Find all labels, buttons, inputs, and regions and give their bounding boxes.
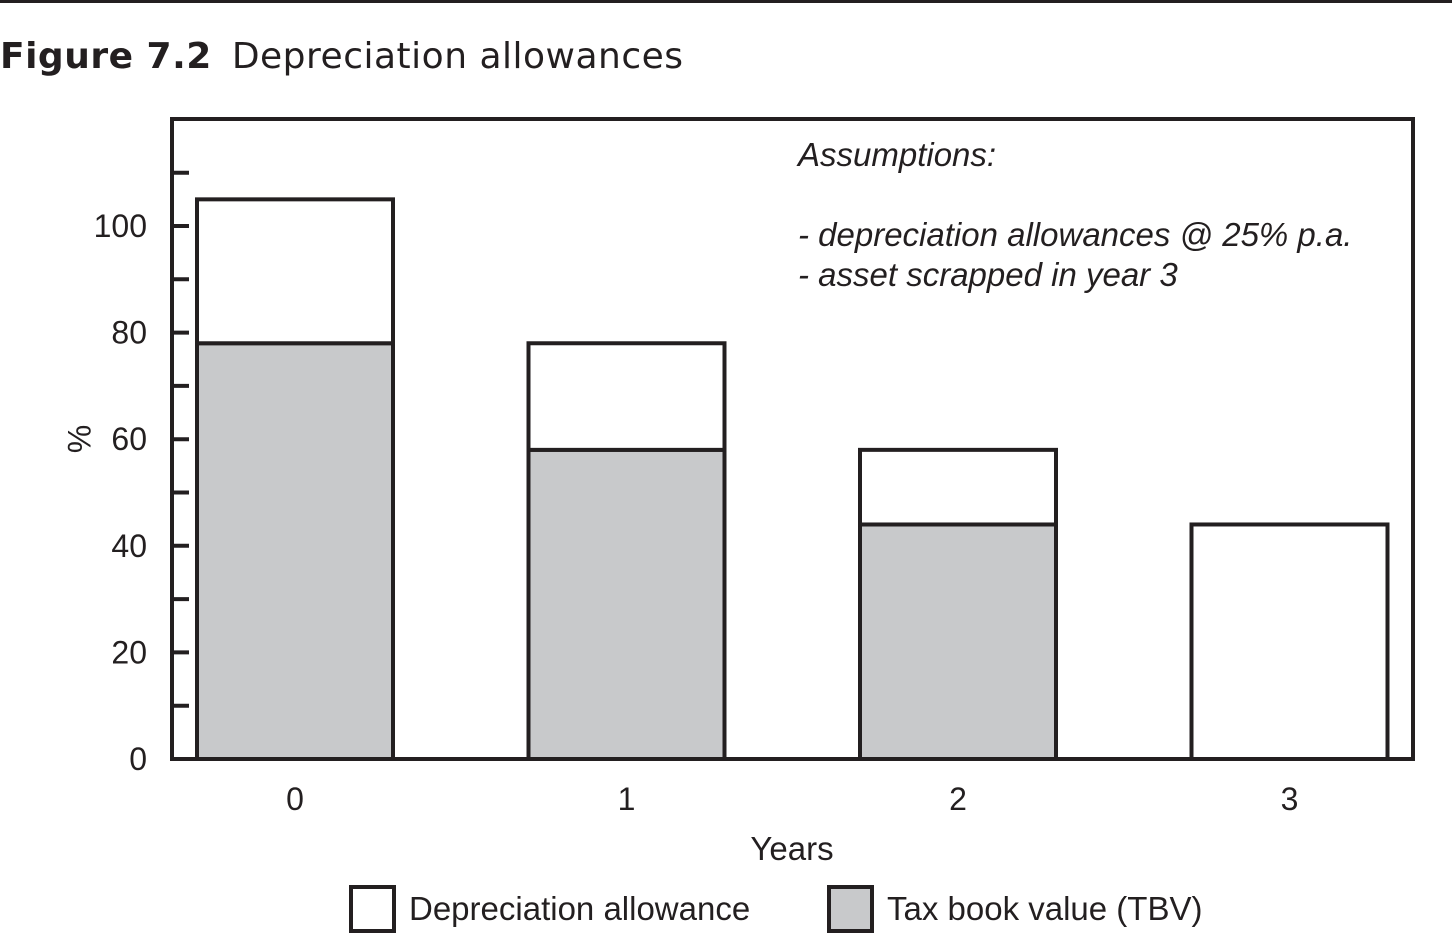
bar-tbv-year-0 <box>195 341 395 761</box>
x-axis-label: Years <box>750 830 833 867</box>
y-axis-label: % <box>61 425 97 453</box>
assumption-line: - depreciation allowances @ 25% p.a. <box>798 216 1352 253</box>
bar-tbv-year-2 <box>858 522 1058 761</box>
y-tick-label: 0 <box>129 741 147 777</box>
bar-depreciation-year-2 <box>858 447 1058 527</box>
x-tick-label: 2 <box>949 781 967 817</box>
bars-layer <box>195 197 1390 761</box>
y-axis: 0 20 40 60 80 100 <box>94 170 189 777</box>
bar-tbv-year-1 <box>526 447 727 761</box>
x-tick-label: 0 <box>286 781 304 817</box>
legend: Depreciation allowance Tax book value (TB… <box>349 885 1202 933</box>
assumption-line: - asset scrapped in year 3 <box>798 256 1178 293</box>
bar-depreciation-year-1 <box>526 341 727 452</box>
legend-label: Tax book value (TBV) <box>887 890 1202 927</box>
legend-label: Depreciation allowance <box>409 890 750 927</box>
x-tick-label: 1 <box>618 781 636 817</box>
figure-caption: Figure 7.2 Depreciation allowances <box>0 36 684 77</box>
y-tick-label: 100 <box>94 208 147 244</box>
legend-swatch-tbv <box>827 885 874 933</box>
bar-depreciation-year-0 <box>195 197 395 346</box>
y-tick-label: 40 <box>111 528 147 564</box>
figure-number: Figure 7.2 <box>0 36 212 77</box>
x-tick-label: 3 <box>1281 781 1299 817</box>
bar-depreciation-year-3 <box>1189 522 1390 761</box>
assumptions-heading: Assumptions: <box>796 136 996 173</box>
legend-swatch-depreciation <box>349 885 396 933</box>
assumptions-annotation: Assumptions: - depreciation allowances @… <box>796 136 1352 293</box>
x-axis: 0 1 2 3 <box>286 781 1298 817</box>
y-tick-label: 80 <box>111 315 147 351</box>
figure-title: Depreciation allowances <box>231 36 684 77</box>
y-tick-label: 20 <box>111 634 147 670</box>
y-tick-label: 60 <box>111 421 147 457</box>
top-rule <box>0 0 1452 3</box>
